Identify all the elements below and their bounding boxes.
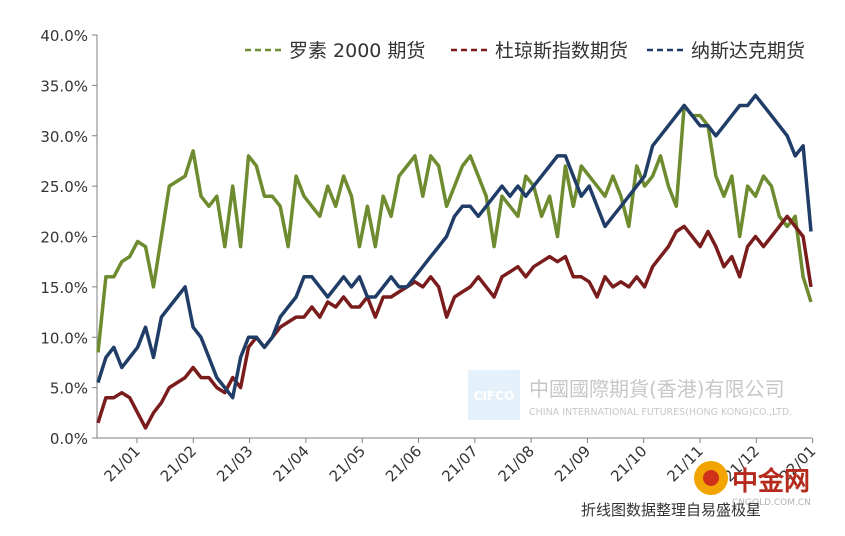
legend-label-0: 罗素 2000 期货	[289, 40, 425, 62]
series-line-2	[96, 93, 813, 400]
y-tick-label: 0.0%	[50, 430, 88, 448]
y-tick-label: 25.0%	[40, 178, 88, 196]
legend-label-2: 纳斯达克期货	[691, 40, 805, 62]
cngold-site-url: CNGOLD.COM.CN	[732, 498, 811, 508]
company-en-watermark: CHINA INTERNATIONAL FUTURES(HONG KONG)CO…	[529, 407, 792, 418]
y-tick-label: 15.0%	[40, 279, 88, 297]
y-tick-label: 5.0%	[50, 380, 88, 398]
y-tick-label: 20.0%	[40, 229, 88, 247]
series-line-1	[96, 214, 813, 430]
source-caption: 折线图数据整理自易盛极星	[581, 501, 761, 519]
company-cn-watermark: 中國國際期貨(香港)有限公司	[529, 377, 785, 401]
cngold-logo-inner-icon	[703, 470, 719, 486]
y-tick-label: 40.0%	[40, 27, 88, 45]
y-tick-label: 10.0%	[40, 329, 88, 347]
cifco-logo-text: CIFCO	[474, 389, 514, 403]
cngold-site-name: 中金网	[732, 466, 810, 497]
y-tick-label: 35.0%	[40, 77, 88, 95]
cifco-logo-box	[468, 370, 520, 420]
y-tick-label: 30.0%	[40, 128, 88, 146]
legend-label-1: 杜琼斯指数期货	[495, 40, 628, 62]
